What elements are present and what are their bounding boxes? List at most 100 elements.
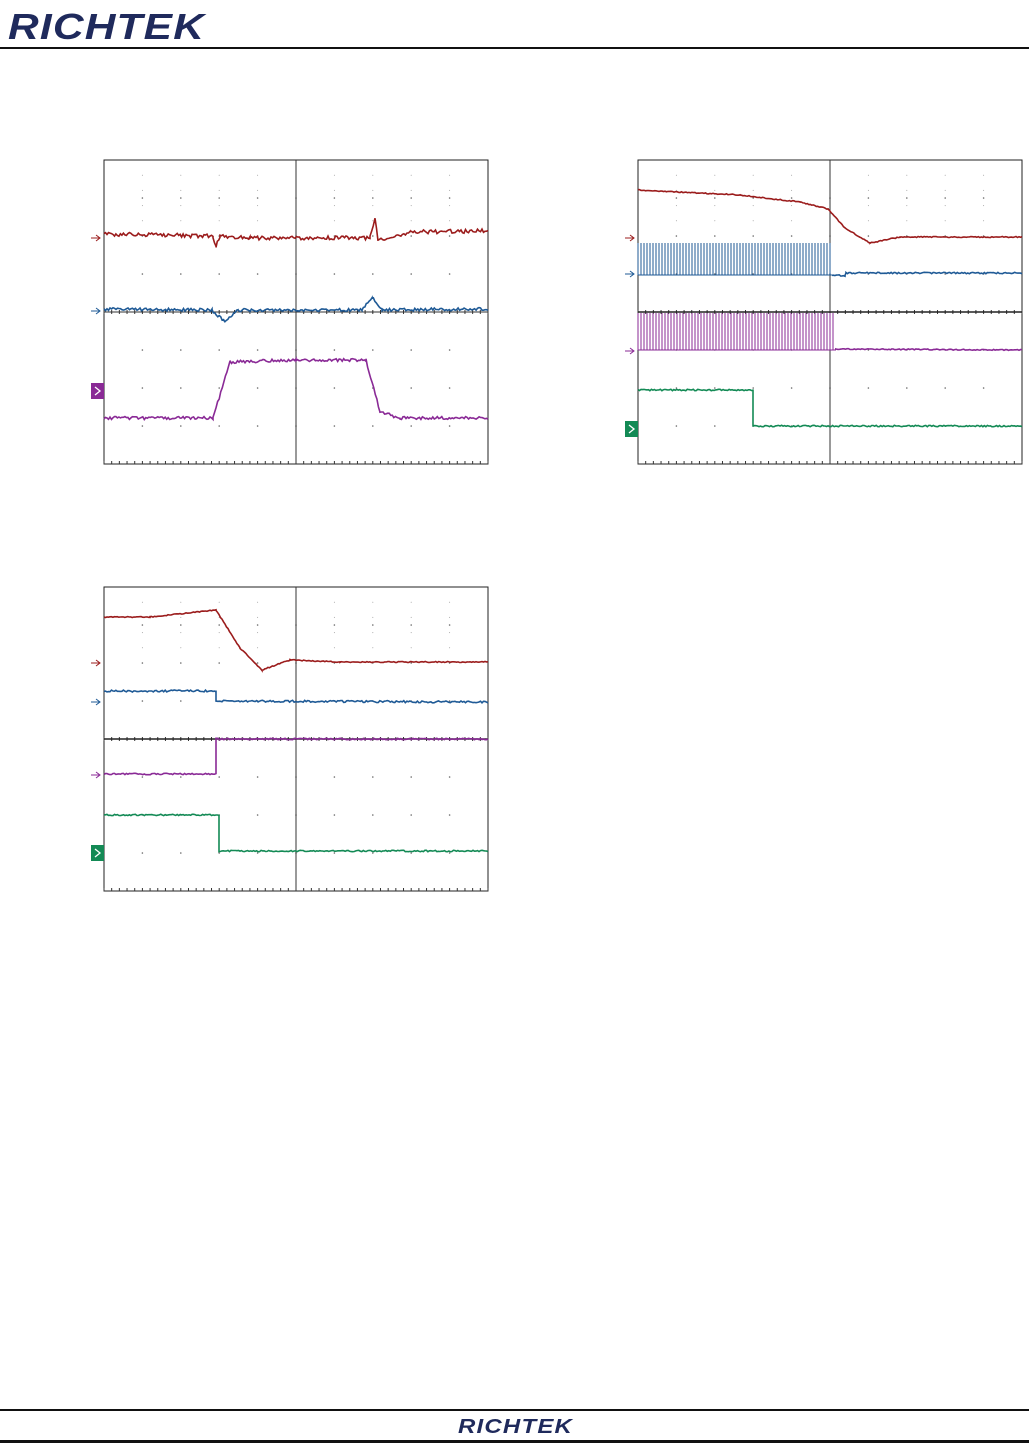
grid-dot (334, 814, 336, 816)
grid-dot (411, 617, 412, 618)
grid-dot (372, 776, 374, 778)
grid-dot (257, 349, 259, 351)
grid-dot (983, 197, 985, 199)
page: {"header": {"logo": "RICHTEK"}, "footer"… (0, 0, 1029, 1444)
grid-dot (983, 190, 984, 191)
grid-dot (218, 387, 220, 389)
grid-dot (449, 197, 451, 199)
grid-dot (449, 273, 451, 275)
grid-dot (449, 425, 451, 427)
grid-dot (180, 776, 182, 778)
grid-dot (410, 624, 412, 626)
grid-dot (410, 425, 412, 427)
channel-marker (91, 772, 100, 778)
grid-dot (334, 205, 335, 206)
grid-dot (180, 175, 181, 176)
grid-dot (218, 624, 220, 626)
grid-dot (753, 190, 754, 191)
grid-dot (868, 190, 869, 191)
grid-dot (753, 220, 754, 221)
grid-dot (676, 197, 678, 199)
grid-dot (372, 647, 373, 648)
grid-dot (945, 205, 946, 206)
grid-dot (219, 205, 220, 206)
grid-dot (334, 190, 335, 191)
grid-dot (410, 235, 412, 237)
grid-dot (714, 205, 715, 206)
grid-dot (142, 425, 144, 427)
grid-dot (676, 205, 677, 206)
grid-dot (944, 387, 946, 389)
grid-dot (752, 235, 754, 237)
grid-dot (906, 197, 908, 199)
grid-dot (142, 387, 144, 389)
grid-dot (219, 220, 220, 221)
grid-dot (180, 349, 182, 351)
grid-dot (142, 662, 144, 664)
grid-dot (752, 387, 754, 389)
grid-dot (334, 602, 335, 603)
grid-dot (180, 205, 181, 206)
grid-dot (449, 602, 450, 603)
grid-dot (218, 425, 220, 427)
grid-dot (983, 175, 984, 176)
grid-dot (334, 197, 336, 199)
grid-dot (410, 349, 412, 351)
grid-dot (945, 175, 946, 176)
grid-dot (180, 602, 181, 603)
grid-dot (449, 235, 451, 237)
grid-dot (257, 205, 258, 206)
grid-dot (180, 624, 182, 626)
grid-dot (142, 190, 143, 191)
grid-dot (411, 205, 412, 206)
channel-marker (625, 271, 634, 277)
grid-dot (142, 602, 143, 603)
waveform (638, 243, 833, 275)
grid-dot (410, 852, 412, 854)
grid-dot (372, 602, 373, 603)
grid-dot (791, 190, 792, 191)
grid-dot (257, 175, 258, 176)
channel-marker (91, 845, 104, 861)
grid-dot (142, 647, 143, 648)
grid-dot (180, 632, 181, 633)
grid-dot (714, 425, 716, 427)
grid-dot (791, 235, 793, 237)
grid-dot (142, 349, 144, 351)
grid-dot (257, 387, 259, 389)
grid-dot (334, 349, 336, 351)
grid-dot (142, 175, 143, 176)
grid-dot (218, 662, 220, 664)
grid-dot (372, 852, 374, 854)
grid-dot (410, 814, 412, 816)
grid-dot (219, 602, 220, 603)
channel-marker (91, 699, 100, 705)
grid-dot (714, 175, 715, 176)
grid-dot (180, 617, 181, 618)
grid-dot (180, 700, 182, 702)
grid-dot (945, 220, 946, 221)
grid-dot (142, 852, 144, 854)
grid-dot (372, 205, 373, 206)
grid-dot (219, 632, 220, 633)
grid-dot (257, 602, 258, 603)
channel-marker (625, 235, 634, 241)
grid-dot (257, 425, 259, 427)
grid-dot (449, 632, 450, 633)
grid-dot (257, 197, 259, 199)
grid-dot (372, 273, 374, 275)
grid-dot (449, 617, 450, 618)
grid-dot (142, 220, 143, 221)
grid-dot (411, 190, 412, 191)
waveform (638, 313, 836, 350)
grid-dot (714, 190, 715, 191)
footer-logo: RICHTEK (458, 1416, 573, 1439)
footer-rule (0, 1409, 1029, 1411)
grid-dot (868, 205, 869, 206)
grid-dot (257, 624, 259, 626)
grid-dot (791, 220, 792, 221)
grid-dot (449, 349, 451, 351)
grid-dot (180, 662, 182, 664)
channel-marker (625, 348, 634, 354)
grid-dot (449, 776, 451, 778)
